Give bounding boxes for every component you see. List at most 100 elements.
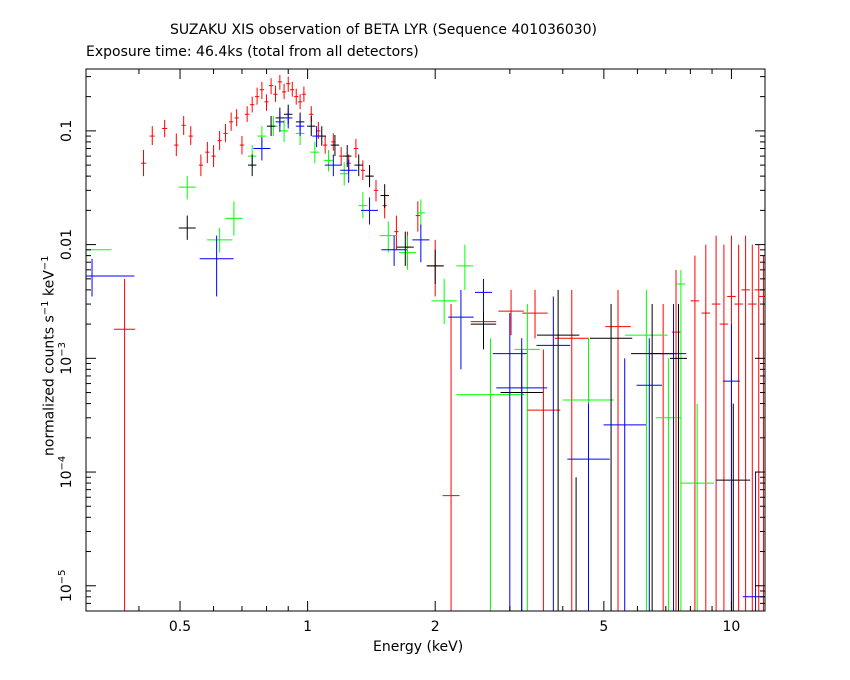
y-tick-exponent: −3 xyxy=(57,342,68,357)
data-point xyxy=(234,109,239,127)
data-point xyxy=(514,304,541,611)
data-point xyxy=(759,255,765,611)
data-point xyxy=(312,126,321,148)
data-point xyxy=(711,235,721,611)
x-tick-label: 2 xyxy=(431,619,440,635)
data-point xyxy=(676,269,686,611)
data-point xyxy=(719,244,729,611)
data-point xyxy=(456,244,474,290)
y-tick-label: 10−3 xyxy=(57,342,75,375)
data-point xyxy=(660,304,687,611)
data-point xyxy=(286,76,291,92)
data-point xyxy=(415,201,420,232)
data-point xyxy=(650,304,676,611)
x-tick-label: 1 xyxy=(303,619,312,635)
y-tick-label: 0.1 xyxy=(59,120,75,142)
data-point xyxy=(690,255,700,611)
series-0 xyxy=(85,74,765,611)
data-point xyxy=(448,289,474,370)
data-point xyxy=(264,94,269,111)
data-point xyxy=(295,116,305,137)
data-point xyxy=(162,119,168,138)
data-point xyxy=(536,289,580,611)
data-point xyxy=(339,162,349,186)
data-point xyxy=(354,154,363,177)
y-tick-label: 0.01 xyxy=(59,229,75,260)
data-point xyxy=(149,126,155,146)
data-point xyxy=(253,137,271,161)
data-point xyxy=(625,289,668,611)
data-point xyxy=(268,78,274,95)
data-point xyxy=(492,313,527,611)
data-point xyxy=(353,138,359,158)
series-3 xyxy=(86,109,765,611)
data-point xyxy=(297,94,303,110)
data-point xyxy=(225,201,243,236)
data-point xyxy=(475,278,492,314)
data-point xyxy=(178,176,196,200)
data-point xyxy=(636,338,663,611)
data-point xyxy=(358,192,368,219)
data-point xyxy=(254,87,260,105)
data-point xyxy=(536,296,571,611)
data-point xyxy=(630,304,674,611)
data-point xyxy=(498,289,524,336)
data-point xyxy=(365,165,374,188)
data-point xyxy=(294,88,299,105)
data-point xyxy=(496,338,548,611)
data-point xyxy=(275,112,285,132)
y-tick-label: 10−4 xyxy=(57,456,75,489)
data-point xyxy=(324,149,333,172)
chart-title: SUZAKU XIS observation of BETA LYR (Sequ… xyxy=(170,22,598,38)
data-point xyxy=(114,278,136,611)
data-point xyxy=(340,159,358,183)
data-point xyxy=(605,289,631,611)
data-point xyxy=(394,215,399,250)
series-1 xyxy=(85,116,715,611)
data-point xyxy=(360,160,365,180)
data-point xyxy=(722,324,740,611)
data-point xyxy=(361,197,379,225)
data-point xyxy=(748,244,757,611)
data-point xyxy=(742,472,765,611)
data-point xyxy=(178,215,196,240)
x-tick-label: 10 xyxy=(723,619,741,635)
data-point xyxy=(279,119,289,142)
data-point xyxy=(310,141,320,164)
data-point xyxy=(324,154,342,177)
data-marks xyxy=(85,74,765,612)
data-point xyxy=(188,126,193,146)
data-point xyxy=(181,116,186,135)
data-point xyxy=(426,249,444,285)
data-point xyxy=(245,106,250,122)
data-point xyxy=(716,403,751,611)
data-point xyxy=(247,154,257,177)
data-point xyxy=(655,358,682,611)
data-point xyxy=(567,403,610,611)
plot-frame xyxy=(85,68,766,612)
y-tick-exponent: −4 xyxy=(57,456,68,471)
data-point xyxy=(670,304,687,611)
data-point xyxy=(554,477,598,612)
data-point xyxy=(680,403,715,611)
data-point xyxy=(198,154,204,177)
data-point xyxy=(701,244,711,611)
data-point xyxy=(281,83,287,100)
data-point xyxy=(273,85,278,102)
data-point xyxy=(734,244,743,611)
data-point xyxy=(205,141,210,164)
data-point xyxy=(526,349,561,611)
x-tick-label: 0.5 xyxy=(169,619,191,635)
data-point xyxy=(554,289,589,611)
data-point xyxy=(431,278,457,325)
data-point xyxy=(342,145,352,168)
data-point xyxy=(416,199,426,228)
data-point xyxy=(381,235,407,266)
data-point xyxy=(239,136,245,155)
data-point xyxy=(398,235,416,270)
data-point xyxy=(522,289,548,339)
data-point xyxy=(211,145,216,168)
data-point xyxy=(323,136,328,154)
data-point xyxy=(217,130,222,150)
